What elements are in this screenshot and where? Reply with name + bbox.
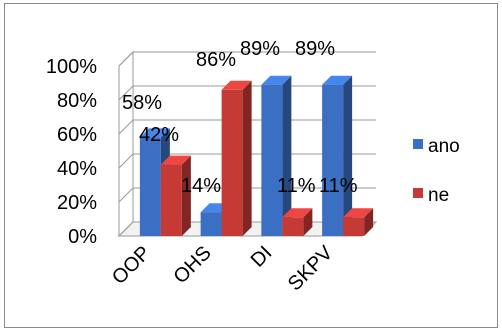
x-tick-label: OHS bbox=[169, 242, 215, 288]
y-tick-label: 20% bbox=[57, 192, 97, 214]
gridline bbox=[118, 51, 376, 67]
chart-area: 0% 20% 40% 60% 80% 100% 58% 42% 14% 86% 89% 11% 89% 1… bbox=[4, 3, 498, 328]
bar-ano-OHS bbox=[200, 212, 222, 236]
bar-ano-SKPV bbox=[322, 84, 344, 236]
bar-ne-OHS bbox=[221, 89, 243, 236]
x-tick-label: OOP bbox=[108, 242, 155, 289]
chart-svg: 0%20%40%60%80%100%58%42%14%86% 89%11%89%1… bbox=[46, 38, 460, 296]
y-tick-label: 0% bbox=[68, 226, 97, 248]
legend-swatch-ne bbox=[413, 188, 423, 198]
bar-side bbox=[181, 155, 191, 236]
bar-side bbox=[364, 208, 374, 236]
bar-ano-DI bbox=[261, 84, 283, 236]
y-tick-label: 60% bbox=[57, 124, 97, 146]
y-tick-label: 40% bbox=[57, 158, 97, 180]
bar-side bbox=[303, 208, 313, 236]
x-tick-label: DI bbox=[247, 242, 277, 272]
bar-top bbox=[221, 80, 252, 90]
legend-label: ne bbox=[428, 185, 449, 206]
data-label: 42% bbox=[139, 124, 179, 146]
y-tick-label: 100% bbox=[46, 56, 97, 78]
data-label: 86% bbox=[196, 49, 236, 71]
bar-ne-DI bbox=[282, 217, 304, 236]
bar-ano-OOP bbox=[139, 137, 161, 236]
legend-label: ano bbox=[428, 136, 460, 157]
bar-side bbox=[282, 75, 292, 236]
data-label: 11% bbox=[319, 175, 358, 197]
bar-side bbox=[242, 80, 252, 236]
bar-side bbox=[343, 75, 353, 236]
x-tick-label: SKPV bbox=[284, 242, 338, 296]
bar-top bbox=[343, 208, 374, 218]
gridline bbox=[118, 187, 376, 203]
bar-ne-OOP bbox=[160, 164, 182, 236]
bar-top bbox=[261, 75, 292, 85]
gridline bbox=[118, 85, 376, 101]
data-label: 89% bbox=[240, 38, 280, 60]
bar-top bbox=[160, 155, 191, 165]
bar-top bbox=[139, 128, 170, 138]
data-label: 89% bbox=[295, 38, 335, 60]
bar-top bbox=[282, 208, 313, 218]
gridline bbox=[118, 153, 376, 169]
side-wall bbox=[118, 50, 134, 238]
data-label: 11% bbox=[277, 175, 316, 197]
data-label: 58% bbox=[122, 92, 162, 114]
gridline bbox=[118, 119, 376, 135]
data-label: 14% bbox=[181, 175, 221, 197]
legend-swatch-ano bbox=[413, 139, 423, 149]
bar-ne-SKPV bbox=[343, 217, 365, 236]
bar-top bbox=[322, 75, 353, 85]
y-tick-label: 80% bbox=[57, 90, 97, 112]
